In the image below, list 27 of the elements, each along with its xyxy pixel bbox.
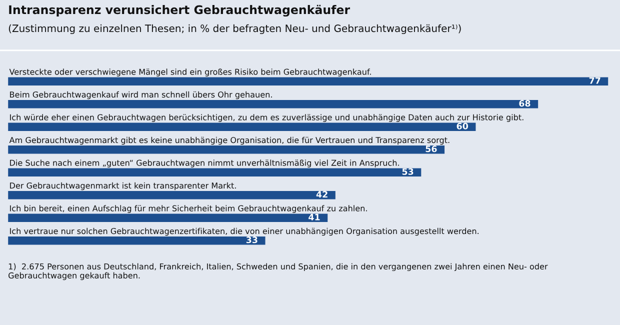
y-tick-label: Versteckte oder verschwiegene Mängel sind ein großes Risiko beim Gebrauchtwagenkauf. bbox=[9, 68, 371, 76]
bar bbox=[8, 191, 336, 200]
y-tick-label: Der Gebrauchtwagenmarkt ist kein transparenter Markt. bbox=[10, 182, 236, 190]
bar bbox=[8, 168, 422, 176]
chart-subtitle: (Zustimmung zu einzelnen Thesen; in % der befragten Neu- und Gebrauchtwagenkäufer¹⁾) bbox=[8, 24, 461, 34]
data-label: 53 bbox=[402, 168, 414, 175]
y-tick-label: Am Gebrauchtwagenmarkt gibt es keine unabhängige Organisation, die für Vertrauen und Transparenz sorgt. bbox=[9, 136, 450, 145]
data-label: 33 bbox=[246, 236, 258, 244]
bar bbox=[8, 146, 445, 154]
bar bbox=[8, 77, 608, 86]
bar bbox=[8, 236, 266, 245]
bar bbox=[8, 122, 476, 131]
y-tick-label: Die Suche nach einem „guten“ Gebrauchtwagen nimmt unverhältnismäßig viel Zeit in Anspruch. bbox=[10, 160, 399, 168]
y-tick-label: Ich bin bereit, einen Aufschlag für mehr Sicherheit beim Gebrauchtwagenkauf zu zahlen. bbox=[10, 205, 367, 213]
data-label: 56 bbox=[426, 146, 437, 152]
y-tick-label: Ich vertraue nur solchen Gebrauchtwagenzertifikaten, die von einer unabhängigen Organisation ausgestellt werden. bbox=[10, 228, 479, 236]
bar bbox=[8, 214, 328, 222]
chart-title: Intransparenz verunsichert Gebrauchtwagenkäufer bbox=[9, 4, 350, 17]
y-tick-label: Ich würde eher einen Gebrauchtwagen berücksichtigen, zu dem es zuverlässige und unabhängige Daten auch zur Historie gibt. bbox=[10, 114, 524, 122]
data-label: 60 bbox=[456, 122, 468, 130]
data-label: 42 bbox=[316, 191, 328, 198]
data-label: 68 bbox=[519, 100, 530, 107]
data-label: 77 bbox=[589, 77, 600, 84]
y-tick-label: Beim Gebrauchtwagenkauf wird man schnell übers Ohr gehauen. bbox=[10, 91, 272, 100]
data-label: 41 bbox=[308, 214, 320, 220]
text: 1) 2.675 Personen aus Deutschland, Frankreich, Italien, Schweden und Spanien, die in den vergangenen zwei Jahren einen Neu- oder Gebrauchtwagen gekauft haben. bbox=[8, 263, 548, 280]
bar bbox=[8, 100, 538, 108]
